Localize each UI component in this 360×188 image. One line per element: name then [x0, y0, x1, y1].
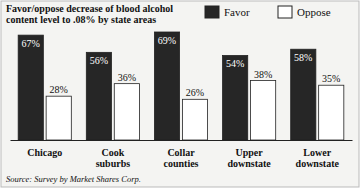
tick-label: Collarcounties: [164, 147, 199, 169]
bar: [223, 55, 248, 140]
data-label: 58%: [294, 52, 312, 63]
data-label: 36%: [118, 72, 136, 83]
data-label: 28%: [50, 84, 68, 95]
bars: [18, 32, 344, 140]
bar: [114, 84, 139, 140]
bar: [86, 52, 111, 140]
tick: Collarcounties: [164, 140, 199, 169]
tick: Cooksuburbs: [96, 140, 131, 169]
source: Source: Survey by Market Shares Corp.: [6, 174, 141, 184]
bar: [46, 96, 71, 140]
data-label: 56%: [90, 55, 108, 66]
bar: [18, 35, 43, 140]
axis-line: [11, 140, 353, 141]
bar: [319, 85, 344, 140]
legend-label: Oppose: [297, 6, 331, 18]
chart: Favor/oppose decrease of blood alcoholco…: [0, 0, 360, 188]
bar: [182, 99, 207, 140]
legend-swatch: [205, 6, 219, 18]
title: Favor/oppose decrease of blood alcoholco…: [6, 3, 173, 25]
legend-swatch: [278, 6, 292, 18]
data-label: 69%: [158, 35, 176, 46]
data-label: 54%: [226, 58, 244, 69]
data-label: 26%: [186, 87, 204, 98]
data-label: 67%: [22, 38, 40, 49]
bar: [251, 81, 276, 140]
tick: Chicago: [27, 140, 62, 158]
tick-label: Chicago: [27, 147, 62, 158]
x-axis: Chicago Cooksuburbs Collarcounties Upperdow…: [11, 140, 353, 169]
tick-label: Cooksuburbs: [96, 147, 131, 169]
legend-label: Favor: [224, 6, 250, 18]
bar: [154, 32, 179, 140]
data-labels: 67% 56% 69% 54% 58% 28% 36% 26% 38% 35%: [22, 35, 341, 98]
data-label: 38%: [254, 69, 272, 80]
bar: [291, 49, 316, 140]
tick-label: Lowerdownstate: [296, 147, 340, 169]
panel: [1, 1, 359, 187]
tick: Lowerdownstate: [296, 140, 340, 169]
tick-label: Upperdownstate: [227, 147, 271, 169]
legend: Favor Oppose: [205, 6, 331, 18]
tick: Upperdownstate: [227, 140, 271, 169]
data-label: 35%: [322, 73, 340, 84]
